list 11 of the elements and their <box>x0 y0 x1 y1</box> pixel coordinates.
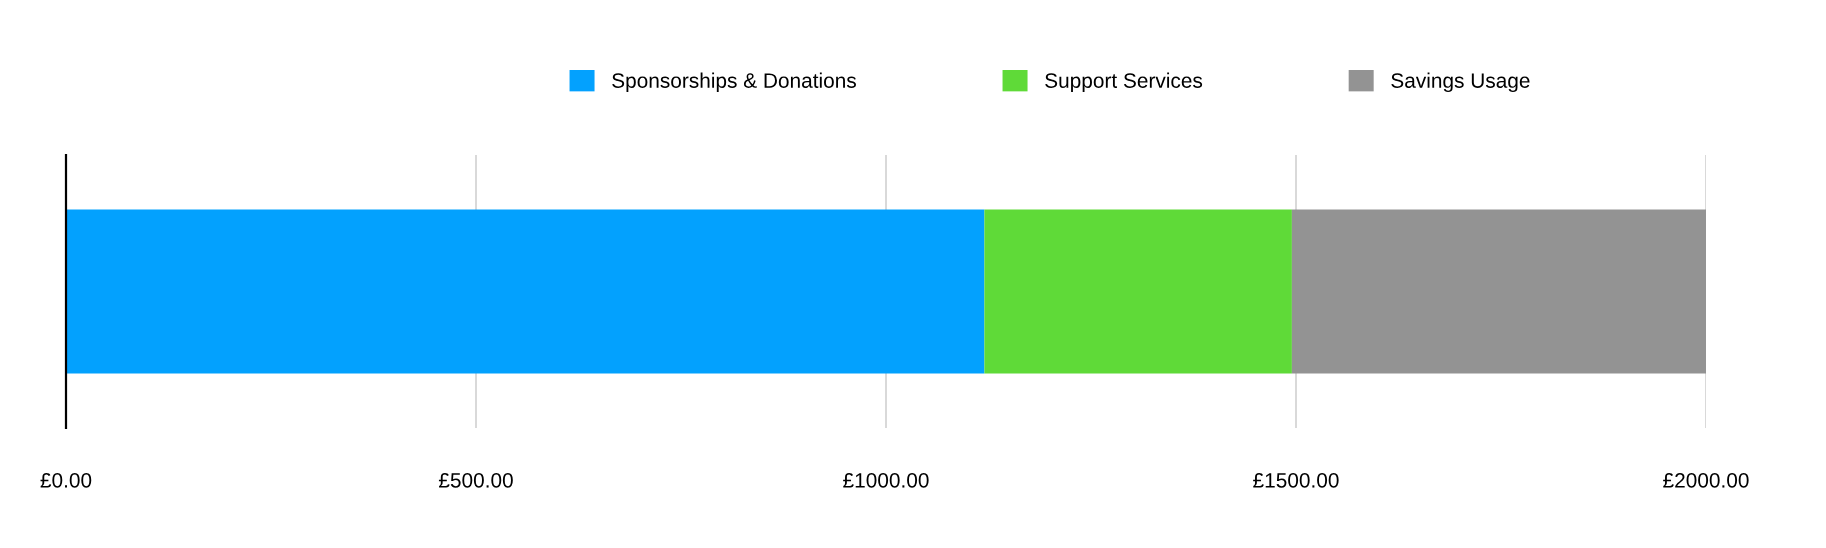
x-tick-label: £0.00 <box>40 472 92 488</box>
legend-label: Sponsorships & Donations <box>612 72 856 93</box>
bar <box>984 209 1292 374</box>
x-tick-label: £2000.00 <box>1663 472 1749 488</box>
legend-label: Savings Usage <box>1391 72 1530 93</box>
legend-label: Support Services <box>1045 72 1203 93</box>
bar <box>1291 209 1706 374</box>
x-tick-label: £1500.00 <box>1253 472 1339 488</box>
x-tick-label: £1000.00 <box>843 472 929 488</box>
bar <box>66 209 985 374</box>
x-tick-label: £500.00 <box>438 472 513 488</box>
